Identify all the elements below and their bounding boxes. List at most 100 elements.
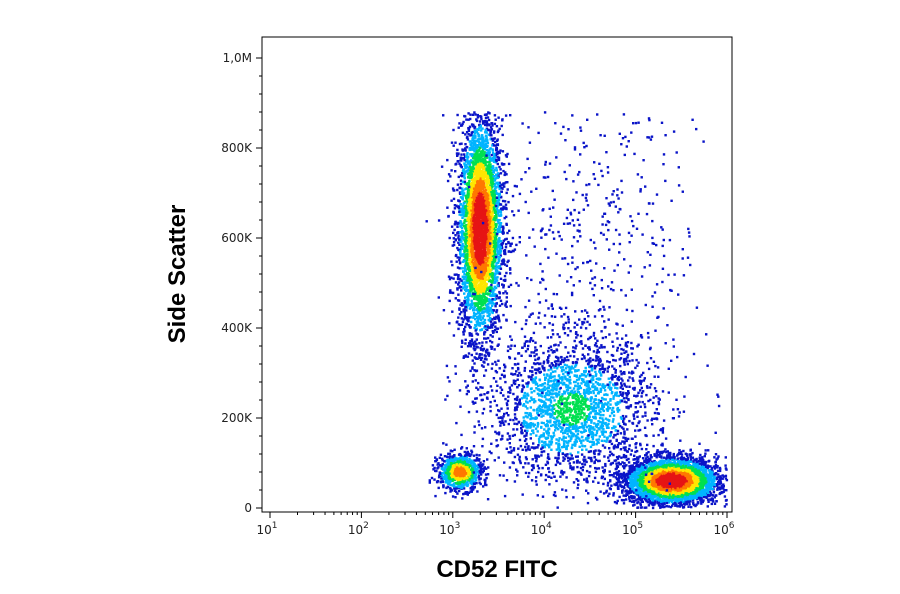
- scatter-point: [495, 302, 498, 305]
- scatter-point: [460, 190, 464, 193]
- scatter-point: [456, 277, 460, 281]
- scatter-point: [477, 218, 481, 221]
- scatter-point: [490, 128, 494, 131]
- scatter-point: [472, 217, 475, 220]
- scatter-point: [473, 297, 476, 301]
- scatter-point: [487, 201, 491, 204]
- scatter-point: [489, 253, 492, 256]
- scatter-point: [492, 171, 495, 174]
- scatter-point: [465, 254, 468, 257]
- scatter-point: [509, 268, 512, 271]
- scatter-point: [487, 266, 490, 270]
- scatter-point: [624, 476, 627, 479]
- scatter-point: [467, 162, 470, 165]
- scatter-point: [485, 220, 488, 223]
- scatter-point: [480, 134, 484, 137]
- scatter-point: [497, 314, 500, 317]
- scatter-point: [474, 143, 477, 147]
- scatter-point: [472, 145, 475, 148]
- scatter-point: [493, 114, 497, 117]
- scatter-point: [486, 336, 490, 340]
- scatter-point: [490, 304, 494, 308]
- scatter-point: [492, 330, 495, 334]
- scatter-point: [475, 308, 478, 311]
- scatter-point: [489, 345, 493, 348]
- scatter-point: [458, 213, 461, 216]
- scatter-point: [461, 209, 464, 212]
- scatter-point: [482, 314, 485, 318]
- scatter-point: [472, 312, 476, 315]
- scatter-point: [486, 209, 489, 212]
- scatter-point: [487, 118, 491, 122]
- scatter-point: [483, 337, 486, 340]
- scatter-point: [470, 178, 474, 182]
- scatter-point: [499, 277, 503, 280]
- scatter-point: [476, 128, 479, 131]
- scatter-point: [505, 243, 508, 246]
- scatter-point: [481, 233, 484, 236]
- scatter-point: [480, 364, 484, 367]
- scatter-point: [468, 127, 471, 130]
- scatter-point: [480, 179, 483, 182]
- scatter-point: [495, 234, 498, 237]
- scatter-point: [467, 276, 470, 279]
- scatter-point: [473, 153, 476, 156]
- scatter-point: [490, 168, 493, 171]
- scatter-point: [479, 187, 483, 190]
- scatter-point: [482, 183, 486, 186]
- scatter-point: [467, 129, 471, 132]
- scatter-point: [725, 503, 728, 506]
- scatter-point: [465, 196, 468, 199]
- scatter-point: [474, 189, 477, 193]
- scatter-point: [482, 360, 485, 363]
- scatter-point: [466, 159, 469, 162]
- scatter-point: [480, 279, 483, 283]
- scatter-point: [486, 309, 490, 313]
- scatter-point: [495, 166, 498, 170]
- scatter-point: [458, 191, 462, 194]
- scatter-point: [470, 239, 473, 242]
- scatter-point: [464, 264, 467, 267]
- scatter-point: [471, 188, 474, 191]
- scatter-point: [485, 259, 488, 262]
- scatter-point: [475, 251, 478, 255]
- scatter-point: [478, 215, 481, 219]
- scatter-point: [484, 201, 488, 204]
- scatter-point: [501, 208, 504, 211]
- scatter-point: [484, 123, 487, 127]
- scatter-point: [485, 131, 488, 134]
- scatter-point: [489, 236, 492, 239]
- scatter-point: [475, 320, 478, 323]
- scatter-point: [477, 276, 480, 279]
- scatter-point: [468, 179, 471, 183]
- scatter-point: [469, 196, 472, 199]
- scatter-point: [465, 386, 468, 389]
- scatter-point: [493, 122, 497, 126]
- scatter-point: [484, 250, 487, 254]
- scatter-point: [503, 185, 506, 188]
- scatter-point: [494, 161, 497, 164]
- scatter-point: [491, 189, 495, 192]
- scatter-point: [490, 341, 494, 344]
- scatter-point: [507, 285, 511, 288]
- scatter-point: [480, 253, 483, 257]
- scatter-point: [475, 199, 478, 202]
- scatter-point: [474, 220, 477, 224]
- scatter-point: [466, 249, 469, 252]
- scatter-point: [498, 290, 501, 294]
- scatter-point: [497, 198, 501, 202]
- scatter-point: [498, 292, 502, 295]
- scatter-point: [478, 206, 481, 209]
- scatter-point: [480, 300, 484, 304]
- scatter-point: [481, 341, 484, 344]
- scatter-point: [465, 309, 468, 312]
- scatter-point: [463, 172, 467, 175]
- scatter-point: [489, 263, 492, 266]
- scatter-point: [472, 284, 476, 288]
- scatter-point: [505, 191, 508, 195]
- scatter-point: [484, 179, 487, 182]
- scatter-point: [485, 296, 488, 300]
- scatter-point: [480, 226, 484, 229]
- scatter-point: [471, 260, 474, 264]
- scatter-point: [488, 191, 491, 194]
